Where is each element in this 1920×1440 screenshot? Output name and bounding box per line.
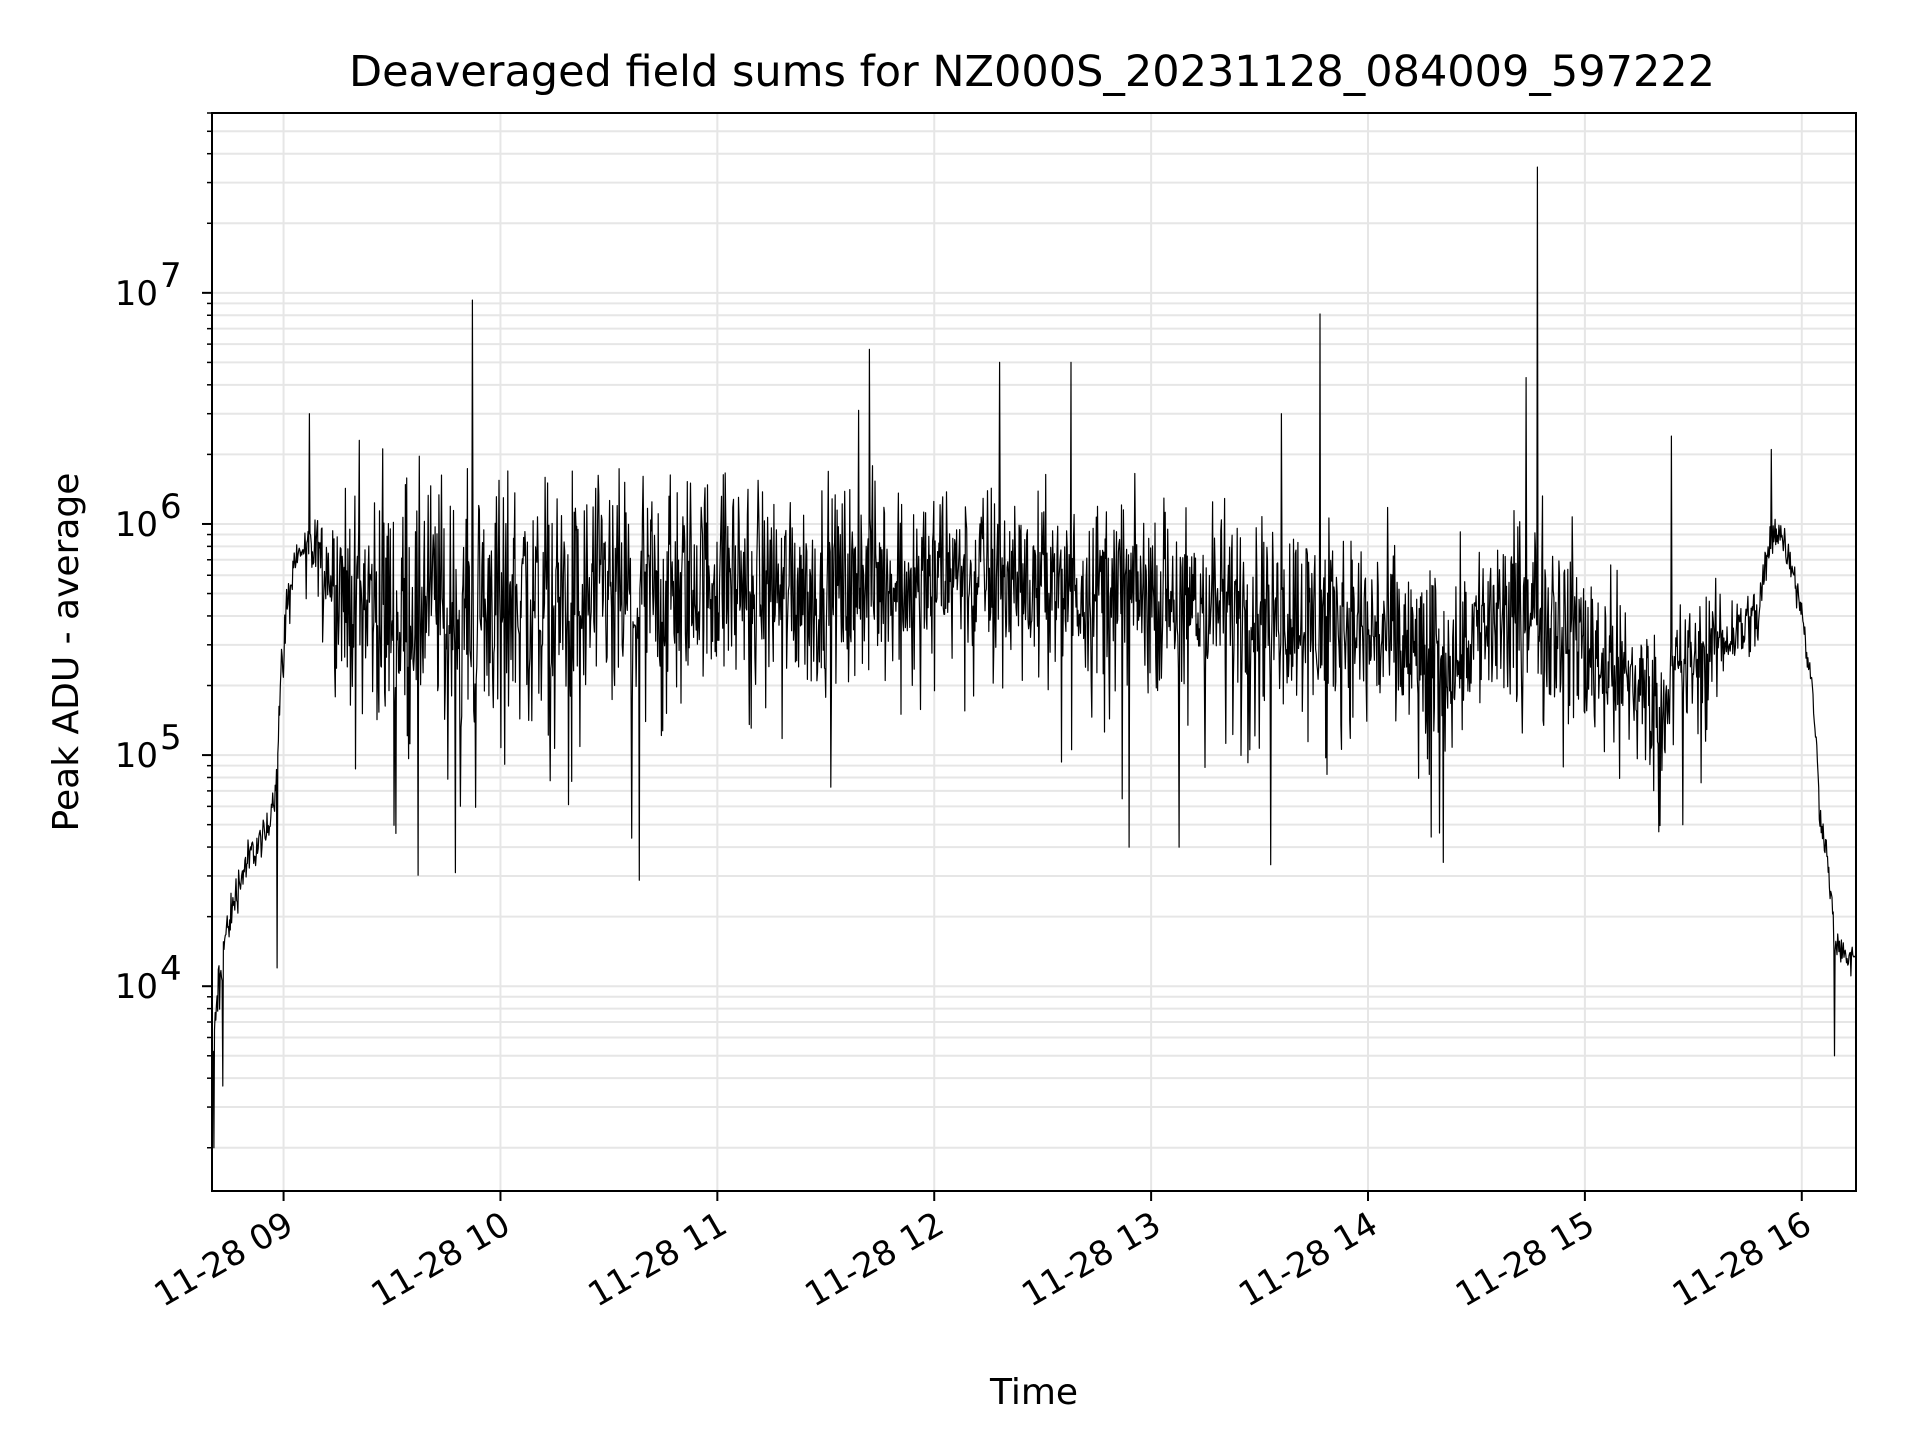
- y-tick-label-exponent: 7: [160, 256, 182, 296]
- y-tick-label: 10: [115, 274, 158, 314]
- y-tick-label-exponent: 5: [160, 718, 182, 758]
- plot-frame: [211, 112, 1857, 1192]
- y-tick-label: 10: [115, 736, 158, 776]
- y-tick-label: 10: [115, 967, 158, 1007]
- y-axis-label: Peak ADU - average: [46, 473, 87, 832]
- chart-title: Deaveraged field sums for NZ000S_2023112…: [349, 47, 1715, 97]
- x-axis-label: Time: [989, 1372, 1078, 1413]
- y-tick-label-exponent: 6: [160, 487, 182, 527]
- data-series-line: [212, 166, 1856, 1149]
- series-lines: [212, 166, 1856, 1149]
- y-tick-label-exponent: 4: [160, 949, 182, 989]
- y-tick-label: 10: [115, 505, 158, 545]
